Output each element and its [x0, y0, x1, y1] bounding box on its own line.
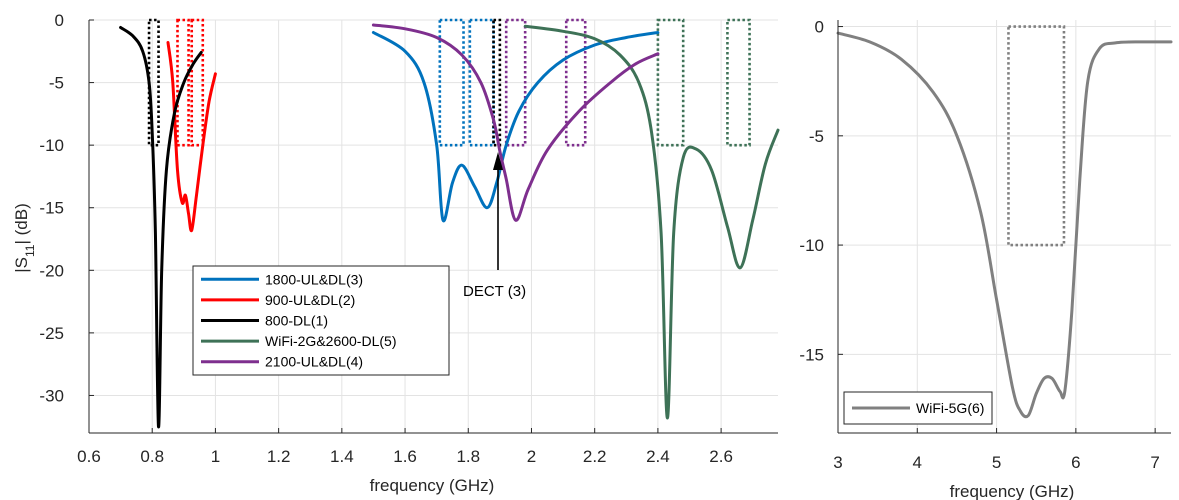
left-y-axis-label: |S11| (dB) — [12, 203, 37, 273]
y-tick-label: -15 — [39, 199, 64, 218]
left-series — [119, 23, 780, 429]
x-tick-label: 3 — [833, 453, 842, 472]
series-line — [371, 23, 660, 222]
band-rect — [564, 18, 587, 147]
band-rect — [176, 18, 190, 147]
x-tick-label: 0.6 — [77, 447, 101, 466]
band-rect — [1007, 25, 1066, 247]
series-line — [836, 31, 1173, 419]
y-tick-label: -30 — [39, 386, 64, 405]
series-line — [166, 41, 217, 233]
y-tick-label: 0 — [815, 18, 824, 37]
dect-arrow-head — [493, 152, 503, 170]
legend-label: 900-UL&DL(2) — [265, 292, 355, 308]
x-tick-label: 1 — [211, 447, 220, 466]
y-tick-label: -20 — [39, 261, 64, 280]
y-tick-label: -5 — [809, 127, 824, 146]
right-axes — [837, 20, 1171, 434]
y-tick-label: -5 — [49, 74, 64, 93]
series-line — [371, 31, 660, 223]
x-tick-label: 7 — [1150, 453, 1159, 472]
right-series — [836, 31, 1173, 419]
right-bands — [1007, 25, 1066, 247]
y-tick-label: -10 — [39, 136, 64, 155]
band-rect — [492, 18, 502, 147]
legend-label: WiFi-5G(6) — [916, 400, 984, 416]
y-tick-label: 0 — [55, 11, 64, 30]
x-tick-label: 5 — [992, 453, 1001, 472]
right-xticks: 3 4 5 6 7 — [833, 453, 1160, 472]
x-tick-label: 1.6 — [393, 447, 417, 466]
right-legend: WiFi-5G(6) — [843, 391, 993, 425]
dect-label: DECT (3) — [463, 283, 526, 300]
x-tick-label: 4 — [913, 453, 922, 472]
left-yticks: 0 -5 -10 -15 -20 -25 -30 — [39, 11, 64, 405]
band-rect — [726, 18, 751, 147]
x-tick-label: 2.6 — [709, 447, 733, 466]
band-rect — [190, 18, 205, 147]
x-tick-label: 2.4 — [646, 447, 670, 466]
left-legend: 1800-UL&DL(3) 900-UL&DL(2) 800-DL(1) WiFi-2… — [192, 265, 450, 376]
left-xticks: 0.6 0.8 1 1.2 1.4 1.6 1.8 2 2.2 2.4 2.6 — [77, 447, 733, 466]
left-axes — [88, 19, 778, 434]
series-line — [119, 26, 203, 429]
legend-label: 1800-UL&DL(3) — [265, 271, 363, 287]
right-grid — [837, 20, 1171, 433]
y-tick-label: -25 — [39, 324, 64, 343]
x-tick-label: 2 — [527, 447, 536, 466]
right-x-axis-label: frequency (GHz) — [950, 482, 1075, 500]
x-tick-label: 6 — [1071, 453, 1080, 472]
legend-label: WiFi-2G&2600-DL(5) — [265, 333, 396, 349]
legend-label: 800-DL(1) — [265, 313, 328, 329]
x-tick-label: 1.2 — [267, 447, 291, 466]
plot-area — [838, 20, 1171, 433]
series-line — [523, 24, 780, 420]
right-chart: 3 4 5 6 7 0 -5 -10 -15 frequency (GHz) WiFi-5G(… — [799, 18, 1173, 500]
x-tick-label: 0.8 — [140, 447, 164, 466]
band-rect — [504, 18, 527, 147]
band-rect — [438, 18, 465, 147]
dect-annotation: DECT (3) — [463, 152, 526, 300]
left-x-axis-label: frequency (GHz) — [370, 476, 495, 495]
x-tick-label: 1.8 — [456, 447, 480, 466]
legend-label: 2100-UL&DL(4) — [265, 354, 363, 370]
left-chart: 0.6 0.8 1 1.2 1.4 1.6 1.8 2 2.2 2.4 2.6 0 -5 -10 -15 -… — [12, 11, 780, 495]
right-yticks: 0 -5 -10 -15 — [799, 18, 824, 365]
y-tick-label: -15 — [799, 345, 824, 364]
x-tick-label: 1.4 — [330, 447, 354, 466]
y-tick-label: -10 — [799, 236, 824, 255]
x-tick-label: 2.2 — [583, 447, 607, 466]
